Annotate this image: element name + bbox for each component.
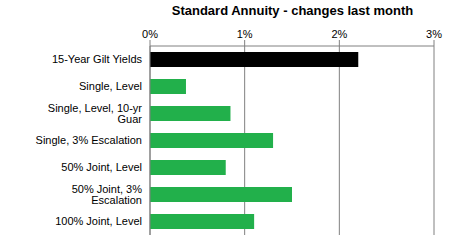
svg-text:Single, 3% Escalation: Single, 3% Escalation — [36, 134, 142, 146]
svg-text:Single, Level: Single, Level — [79, 80, 142, 92]
svg-text:50% Joint, Level: 50% Joint, Level — [61, 161, 142, 173]
svg-text:15-Year Gilt Yields: 15-Year Gilt Yields — [52, 53, 143, 65]
svg-text:50% Joint, 3%Escalation: 50% Joint, 3%Escalation — [72, 183, 143, 206]
svg-text:100% Joint, Level: 100% Joint, Level — [55, 215, 142, 227]
svg-text:0%: 0% — [142, 28, 158, 40]
svg-text:2%: 2% — [331, 28, 347, 40]
html-text:Standard Annuity - changes las: Standard Annuity - changes last month — [171, 3, 414, 18]
svg-text:3%: 3% — [426, 28, 442, 40]
svg-text:1%: 1% — [237, 28, 253, 40]
svg-text:Single, Level, 10-yrGuar: Single, Level, 10-yrGuar — [48, 102, 142, 125]
